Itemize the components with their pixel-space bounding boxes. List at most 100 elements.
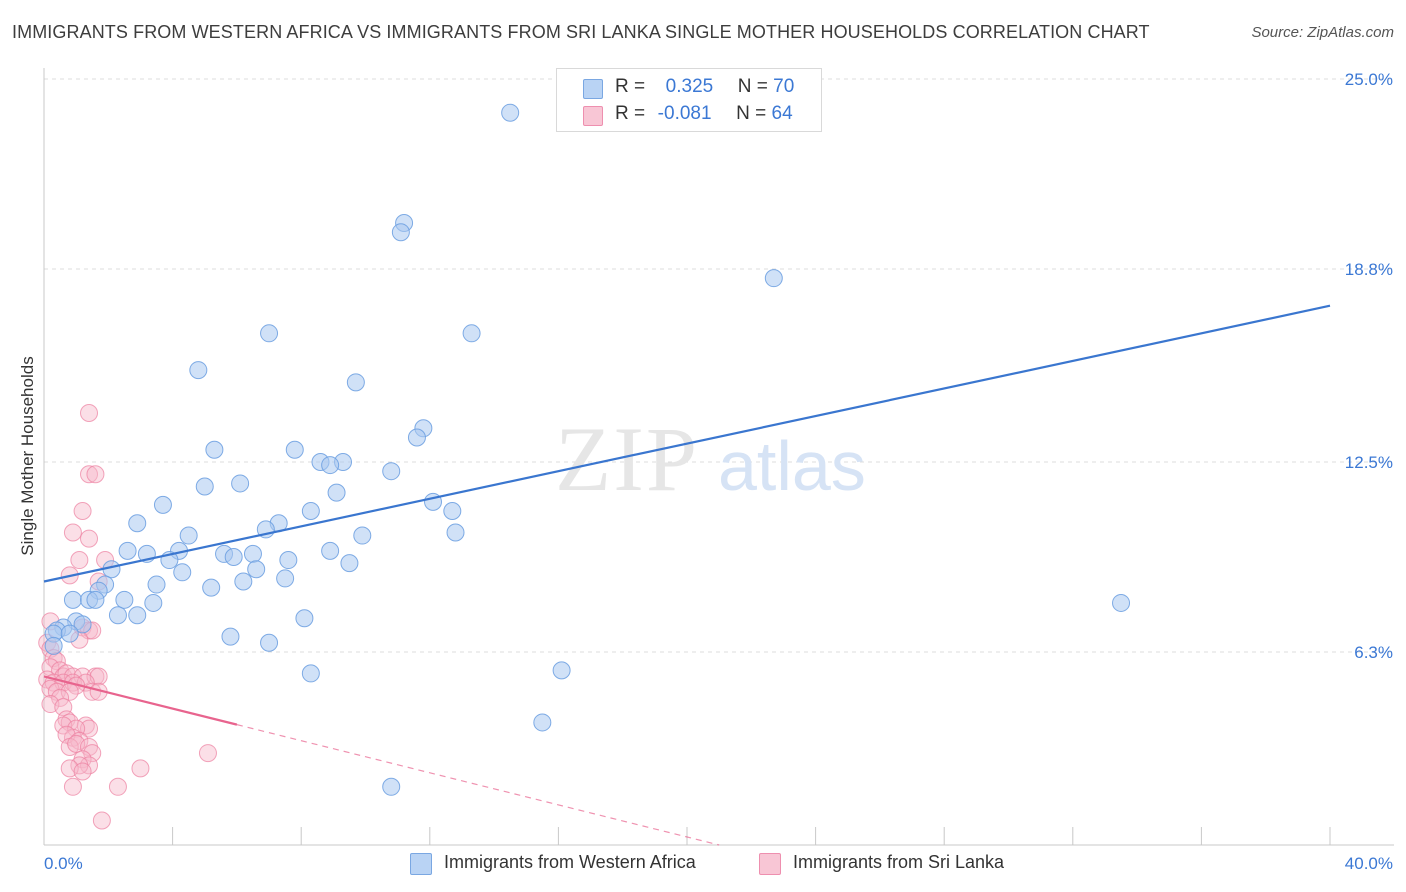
western-africa-point [301, 502, 320, 521]
western-africa-point [346, 373, 365, 392]
sri-lanka-point [131, 759, 150, 778]
sri-lanka-point [108, 777, 127, 796]
x-tick-label: 40.0% [1345, 854, 1393, 873]
western-africa-point [260, 324, 279, 343]
legend-swatch-pink [759, 853, 781, 875]
legend-n-value: 64 [771, 103, 793, 124]
western-africa-point [205, 440, 224, 459]
western-africa-point [764, 269, 783, 288]
trend-lines [43, 304, 1331, 846]
western-africa-point [234, 572, 253, 591]
western-africa-point [153, 495, 172, 514]
western-africa-point [276, 569, 295, 588]
western-africa-point [1112, 593, 1131, 612]
sri-lanka-point [80, 719, 99, 738]
western-africa-point [260, 633, 279, 652]
western-africa-point [321, 541, 340, 560]
sri-lanka-point [80, 465, 99, 484]
sri-lanka-point [73, 762, 92, 781]
western-africa-point [44, 636, 63, 655]
western-africa-point [301, 664, 320, 683]
legend-r-value: -0.081 [657, 103, 712, 124]
western-africa-point [285, 440, 304, 459]
legend-n-label: N = [736, 103, 767, 124]
western-africa-point [189, 361, 208, 380]
y-tick-label: 25.0% [1345, 70, 1393, 89]
western-africa-point [115, 590, 134, 609]
grid-lines [44, 78, 1394, 653]
western-africa-point [382, 777, 401, 796]
western-africa-point [128, 606, 147, 625]
source-label: Source: ZipAtlas.com [1251, 24, 1394, 41]
sri-lanka-point [86, 465, 105, 484]
western-africa-point [118, 541, 137, 560]
western-africa-point [173, 563, 192, 582]
western-africa-point [144, 593, 163, 612]
x-tick-label: 0.0% [44, 854, 83, 873]
western-africa-point [462, 324, 481, 343]
y-tick-label: 6.3% [1354, 643, 1393, 662]
western-africa-point [552, 661, 571, 680]
western-africa-point [443, 502, 462, 521]
series-legend: Immigrants from Western Africa Immigrant… [0, 852, 1406, 876]
western-africa-point [202, 578, 221, 597]
legend-n-label: N = [737, 76, 768, 97]
western-africa-point [147, 575, 166, 594]
sri-lanka-point [73, 502, 92, 521]
sri-lanka-point [70, 731, 89, 750]
sri-lanka-point [198, 744, 217, 763]
western-africa-point [501, 103, 520, 122]
western-africa-point [86, 590, 105, 609]
western-africa-points [44, 103, 1131, 796]
western-africa-point [179, 526, 198, 545]
western-africa-point [295, 609, 314, 628]
western-africa-point [231, 474, 250, 493]
western-africa-point [353, 526, 372, 545]
legend-swatch-blue [410, 853, 432, 875]
western-africa-point [407, 428, 426, 447]
western-africa-point [382, 462, 401, 481]
western-africa-point [108, 606, 127, 625]
sri-lanka-point [80, 403, 99, 422]
legend-r-label: R = [615, 103, 646, 124]
tick-labels: 6.3% 12.5% 18.8% 25.0% 0.0% 40.0% [44, 70, 1393, 873]
western-africa-point [243, 544, 262, 563]
sri-lanka-point [92, 811, 111, 830]
y-tick-label: 18.8% [1345, 260, 1393, 279]
western-africa-point [221, 627, 240, 646]
legend-label: Immigrants from Western Africa [444, 852, 696, 872]
western-africa-point [73, 615, 92, 634]
legend-label: Immigrants from Sri Lanka [793, 852, 1005, 872]
sri-lanka-point [63, 523, 82, 542]
western-africa-point [195, 477, 214, 496]
western-africa-point [533, 713, 552, 732]
legend-r-value: 0.325 [665, 76, 714, 97]
western-africa-trend-line [43, 304, 1331, 583]
y-tick-label: 12.5% [1345, 453, 1393, 472]
correlation-legend: R = 0.325 N = 70 R = -0.081 N = 64 [556, 68, 822, 132]
watermark-atlas: atlas [718, 427, 866, 505]
western-africa-point [321, 456, 340, 475]
sri-lanka-point [76, 716, 95, 735]
sri-lanka-trend-extension [236, 724, 720, 846]
western-africa-point [391, 223, 410, 242]
sri-lanka-point [63, 777, 82, 796]
legend-swatch-blue [583, 79, 603, 99]
western-africa-point [128, 514, 147, 533]
western-africa-point [446, 523, 465, 542]
western-africa-point [60, 624, 79, 643]
western-africa-point [63, 590, 82, 609]
legend-r-label: R = [615, 76, 646, 97]
sri-lanka-trend-line [43, 675, 238, 726]
western-africa-point [247, 560, 266, 579]
watermark-zip: ZIP [555, 408, 699, 510]
sri-lanka-point [80, 529, 99, 548]
western-africa-point [327, 483, 346, 502]
legend-swatch-pink [583, 106, 603, 126]
legend-n-value: 70 [773, 76, 795, 97]
chart-title: IMMIGRANTS FROM WESTERN AFRICA VS IMMIGR… [12, 22, 1150, 42]
sri-lanka-points [38, 403, 217, 830]
western-africa-point [279, 551, 298, 570]
western-africa-point [224, 547, 243, 566]
